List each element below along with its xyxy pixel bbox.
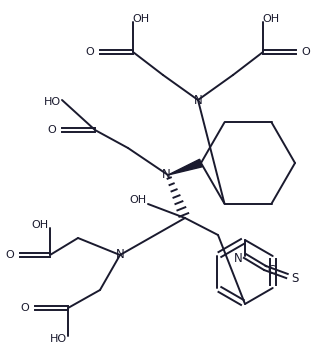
Text: OH: OH [262,14,280,24]
Text: N: N [194,93,202,106]
Text: O: O [6,250,14,260]
Text: O: O [48,125,56,135]
Text: HO: HO [50,334,67,344]
Text: N: N [161,168,171,181]
Text: OH: OH [31,220,49,230]
Text: HO: HO [44,97,61,107]
Text: OH: OH [132,14,149,24]
Text: N: N [233,253,243,265]
Text: O: O [21,303,29,313]
Text: O: O [86,47,94,57]
Text: C: C [268,265,276,278]
Text: N: N [116,248,124,261]
Text: S: S [291,273,299,286]
Text: O: O [302,47,310,57]
Text: OH: OH [129,195,147,205]
Polygon shape [168,159,202,175]
